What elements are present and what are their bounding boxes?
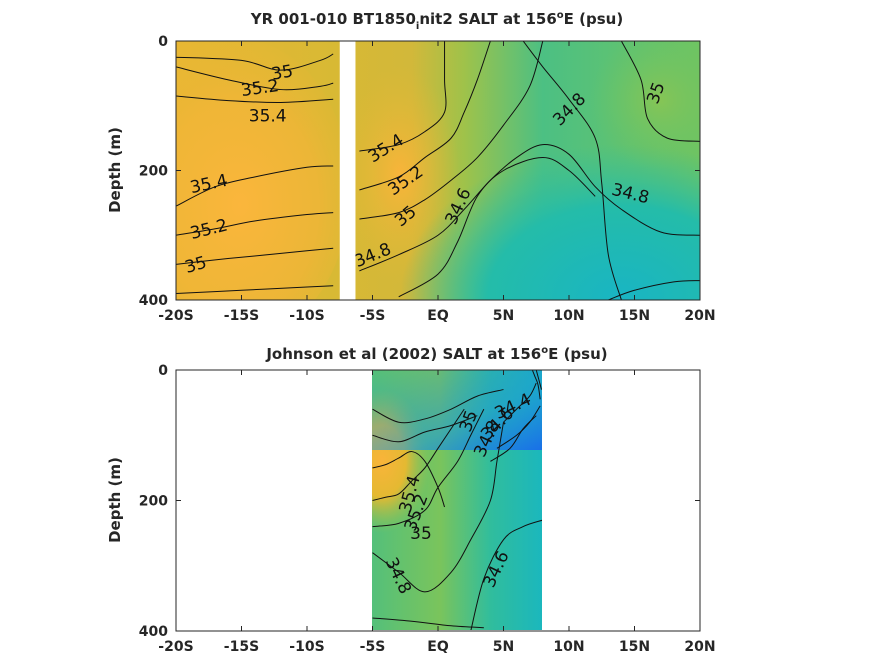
contours-top (176, 41, 700, 300)
y-axis-label-bottom: Depth (m) (106, 457, 124, 543)
y-axis-label-top: Depth (m) (106, 127, 124, 213)
x-tick-label: -15S (224, 639, 259, 655)
contour-line (496, 405, 541, 449)
chart-title-bottom: Johnson et al (2002) SALT at 156oE (psu) (265, 345, 607, 363)
contour-line (398, 157, 596, 298)
x-tick-label: 15N (619, 308, 650, 324)
title-top-part1: YR 001-010 BT1850 (250, 10, 416, 28)
x-tick-label: -10S (289, 639, 324, 655)
contour-line (176, 165, 334, 207)
x-tick-label: 10N (553, 308, 584, 324)
contour-line (176, 53, 334, 71)
title-bottom-superscript: o (541, 345, 548, 356)
contour-line (176, 95, 334, 104)
title-top-superscript: o (557, 10, 564, 21)
contour-line (176, 66, 334, 91)
x-tick-label: EQ (427, 308, 449, 324)
x-tick-label: 20N (684, 308, 715, 324)
missing-data-gap (339, 41, 356, 300)
contour-line (372, 408, 485, 528)
x-tick-label: -15S (224, 308, 259, 324)
x-tick-label: 5N (493, 639, 514, 655)
contour-line (608, 280, 700, 300)
panel-top: YR 001-010 BT1850init2 SALT at 156oE (ps… (106, 10, 716, 324)
panel-bottom: Johnson et al (2002) SALT at 156oE (psu)… (106, 345, 716, 655)
contour-line (372, 389, 504, 424)
title-top-part2: nit2 SALT at 156 (419, 10, 556, 28)
contour-line (372, 408, 465, 501)
contour-label: 35 (410, 524, 432, 544)
y-tick-label: 400 (139, 624, 168, 640)
title-bottom-part2: E (psu) (548, 345, 608, 363)
y-ticks-bottom: 0 200 400 (139, 363, 700, 640)
x-tick-label: -20S (158, 639, 193, 655)
title-top-subscript: i (416, 21, 419, 32)
x-tick-label: -10S (289, 308, 324, 324)
x-tick-label: -5S (360, 639, 386, 655)
contour-line (522, 41, 622, 300)
chart-title-top: YR 001-010 BT1850init2 SALT at 156oE (ps… (250, 10, 623, 32)
contour-line (503, 382, 537, 423)
title-bottom-part1: Johnson et al (2002) SALT at 156 (265, 345, 541, 363)
contour-line (531, 370, 541, 400)
contour-line (372, 617, 484, 629)
y-tick-label: 200 (139, 164, 168, 180)
contour-line (176, 212, 334, 236)
x-tick-label: 20N (684, 639, 715, 655)
x-tick-label: 10N (553, 639, 584, 655)
x-ticks-bottom: -20S -15S -10S -5S EQ 5N 10N 15N 20N (158, 370, 716, 655)
contour-label: 35.4 (249, 106, 287, 126)
contour-line (470, 519, 542, 630)
x-tick-label: -5S (360, 308, 386, 324)
contour-line (490, 415, 537, 462)
title-top-part3: E (psu) (564, 10, 624, 28)
heatmap-top: 3535.235.435.435.23535.435.23534.834.634… (176, 41, 700, 300)
contour-label: 35 (270, 61, 295, 84)
contour-line (359, 41, 491, 191)
contour-line (359, 144, 700, 272)
x-ticks-top: -20S -15S -10S -5S EQ 5N 10N 15N 20N (158, 41, 716, 324)
y-tick-label: 0 (158, 363, 168, 379)
contour-line (359, 41, 544, 220)
y-tick-label: 0 (158, 34, 168, 50)
x-tick-label: EQ (427, 639, 449, 655)
contour-line (176, 247, 334, 265)
x-tick-label: -20S (158, 308, 193, 324)
contours-bottom (372, 370, 542, 630)
contour-line (372, 415, 478, 443)
y-ticks-top: 0 200 400 (139, 34, 700, 309)
contour-line (620, 41, 700, 142)
x-tick-label: 15N (619, 639, 650, 655)
x-tick-label: 5N (493, 308, 514, 324)
contour-line (359, 41, 447, 152)
contour-line (535, 370, 542, 390)
contour-line (372, 422, 504, 593)
y-tick-label: 400 (139, 293, 168, 309)
y-tick-label: 200 (139, 494, 168, 510)
contour-line (176, 285, 334, 295)
